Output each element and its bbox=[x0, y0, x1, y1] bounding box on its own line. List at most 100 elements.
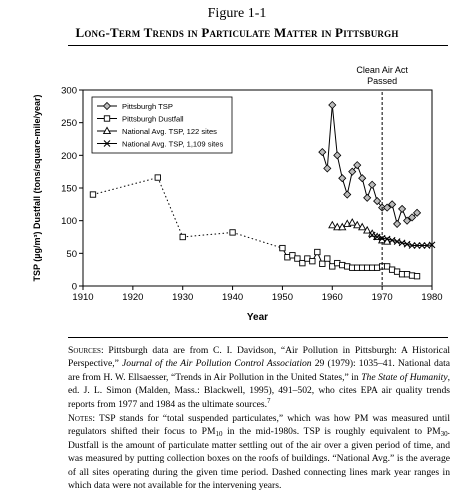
annotation-label: Passed bbox=[367, 76, 397, 86]
figure-title: Long-Term Trends in Particulate Matter i… bbox=[75, 25, 399, 40]
legend-label: Pittsburgh Dustfall bbox=[122, 115, 184, 124]
series-0-point bbox=[368, 180, 377, 189]
series-3-point bbox=[418, 242, 426, 249]
series-0-point bbox=[403, 216, 412, 225]
series-0-point bbox=[393, 219, 402, 228]
sources-text-2: 29 (1979): 1035–41. National data are fr… bbox=[68, 358, 451, 383]
series-1-point bbox=[294, 255, 301, 262]
x-tick-label: 1920 bbox=[122, 292, 143, 303]
series-3-point bbox=[388, 236, 396, 244]
series-0-point bbox=[358, 174, 367, 183]
notes-heading: Notes: bbox=[68, 413, 96, 424]
x-tick-label: 1960 bbox=[322, 292, 343, 303]
series-0-point bbox=[398, 204, 407, 213]
series-0-point bbox=[407, 213, 417, 222]
series-3-point bbox=[373, 233, 381, 241]
notes-rule bbox=[68, 337, 448, 338]
y-tick-label: 200 bbox=[61, 151, 77, 162]
series-1-point bbox=[179, 233, 186, 241]
series-0-segment bbox=[326, 104, 333, 169]
sources-text-3: , ed. J. L. Simon (Malden, Mass.: Blackw… bbox=[68, 371, 450, 410]
series-1-segment bbox=[157, 177, 184, 238]
series-1-point bbox=[279, 244, 286, 252]
notes-text-1: TSP stands for “total suspended particul… bbox=[68, 413, 450, 438]
x-axis-label: Year bbox=[247, 312, 268, 323]
sources-heading: Sources: bbox=[68, 345, 104, 356]
notes-sub-10: 10 bbox=[215, 430, 223, 439]
chart-svg: 1910 1920 1930 1940 1950 1960 1970 1980 0 50 100 15… bbox=[32, 65, 443, 323]
y-tick-label: 50 bbox=[66, 249, 77, 260]
series-0-point bbox=[333, 151, 342, 160]
y-tick-label: 250 bbox=[61, 118, 77, 129]
series-1-point bbox=[309, 258, 316, 265]
series-0-point bbox=[343, 190, 352, 199]
series-2-point bbox=[328, 220, 337, 229]
series-3-point bbox=[413, 242, 421, 249]
series-1-point bbox=[154, 174, 161, 181]
figure-label: Figure 1-1 bbox=[0, 6, 474, 22]
x-tick-label: 1950 bbox=[272, 292, 293, 303]
series-2-point bbox=[353, 220, 362, 229]
sources-journal: Journal of the Air Pollution Control Ass… bbox=[122, 358, 312, 370]
y-tick-label: 0 bbox=[72, 282, 77, 293]
legend-marker bbox=[103, 140, 111, 147]
notes-sub-30: 30 bbox=[440, 430, 448, 439]
series-1-point bbox=[299, 259, 306, 267]
series-1-point bbox=[324, 255, 331, 262]
legend-marker bbox=[102, 126, 112, 135]
series-0-point bbox=[388, 200, 397, 209]
series-0-segment bbox=[346, 171, 353, 195]
series-1-point bbox=[229, 229, 236, 236]
legend-marker bbox=[103, 115, 111, 122]
series-3-point bbox=[383, 235, 391, 243]
sources-paragraph: Sources: Pittsburgh data are from C. I. … bbox=[68, 344, 450, 411]
notes-text-2: in the mid-1980s. TSP is roughly equival… bbox=[222, 426, 441, 438]
annotation-label: Clean Air Act bbox=[356, 65, 408, 75]
series-2-point bbox=[348, 218, 357, 226]
series-0-point bbox=[383, 203, 392, 212]
series-0-segment bbox=[391, 204, 398, 225]
x-tick-label: 1930 bbox=[172, 292, 193, 303]
y-axis-label: TSP (µg/m³) Dustfall (tons/square-mile/y… bbox=[32, 94, 42, 281]
series-0-point bbox=[348, 167, 357, 176]
y-tick-label: 300 bbox=[61, 86, 77, 97]
series-3-point bbox=[428, 241, 436, 249]
y-tick-label: 100 bbox=[61, 216, 77, 227]
series-1-point bbox=[289, 252, 296, 259]
series-2-point bbox=[358, 222, 367, 231]
title-rule bbox=[68, 45, 448, 46]
series-0-point bbox=[373, 197, 382, 206]
legend-marker bbox=[102, 101, 112, 111]
series-0-point bbox=[328, 100, 337, 110]
figure-label-text: Figure 1-1 bbox=[207, 6, 267, 21]
legend-label: National Avg. TSP, 122 sites bbox=[122, 127, 217, 136]
series-3-point bbox=[403, 240, 411, 248]
y-tick-label: 150 bbox=[61, 184, 77, 195]
legend-label: National Avg. TSP, 1,109 sites bbox=[122, 140, 224, 149]
notes-text-3: . Dustfall is the amount of particulate … bbox=[68, 426, 451, 492]
series-3-point bbox=[368, 231, 376, 239]
series-0-segment bbox=[331, 104, 338, 156]
series-1-segment bbox=[232, 231, 283, 249]
x-tick-label: 1940 bbox=[222, 292, 243, 303]
series-2-point bbox=[363, 225, 372, 234]
series-1-point bbox=[329, 263, 336, 270]
series-1-segment bbox=[92, 177, 158, 196]
series-0-point bbox=[353, 161, 362, 170]
series-3-point bbox=[393, 238, 401, 245]
series-0-point bbox=[412, 208, 422, 217]
series-1-point bbox=[319, 260, 326, 267]
series-0-segment bbox=[361, 178, 368, 198]
series-1-point bbox=[383, 263, 391, 270]
notes-paragraph: Notes: TSP stands for “total suspended p… bbox=[68, 412, 450, 492]
series-1-point bbox=[314, 248, 321, 256]
series-1-point bbox=[413, 273, 421, 280]
series-0-point bbox=[338, 174, 347, 183]
x-tick-label: 1980 bbox=[421, 292, 442, 303]
series-0-segment bbox=[336, 155, 343, 179]
sources-text-1: Pittsburgh data are from C. I. Davidson,… bbox=[68, 345, 450, 370]
series-0-point bbox=[323, 164, 332, 173]
x-tick-label: 1910 bbox=[72, 292, 93, 303]
legend-label: Pittsburgh TSP bbox=[122, 102, 173, 111]
series-1-segment bbox=[182, 231, 233, 238]
